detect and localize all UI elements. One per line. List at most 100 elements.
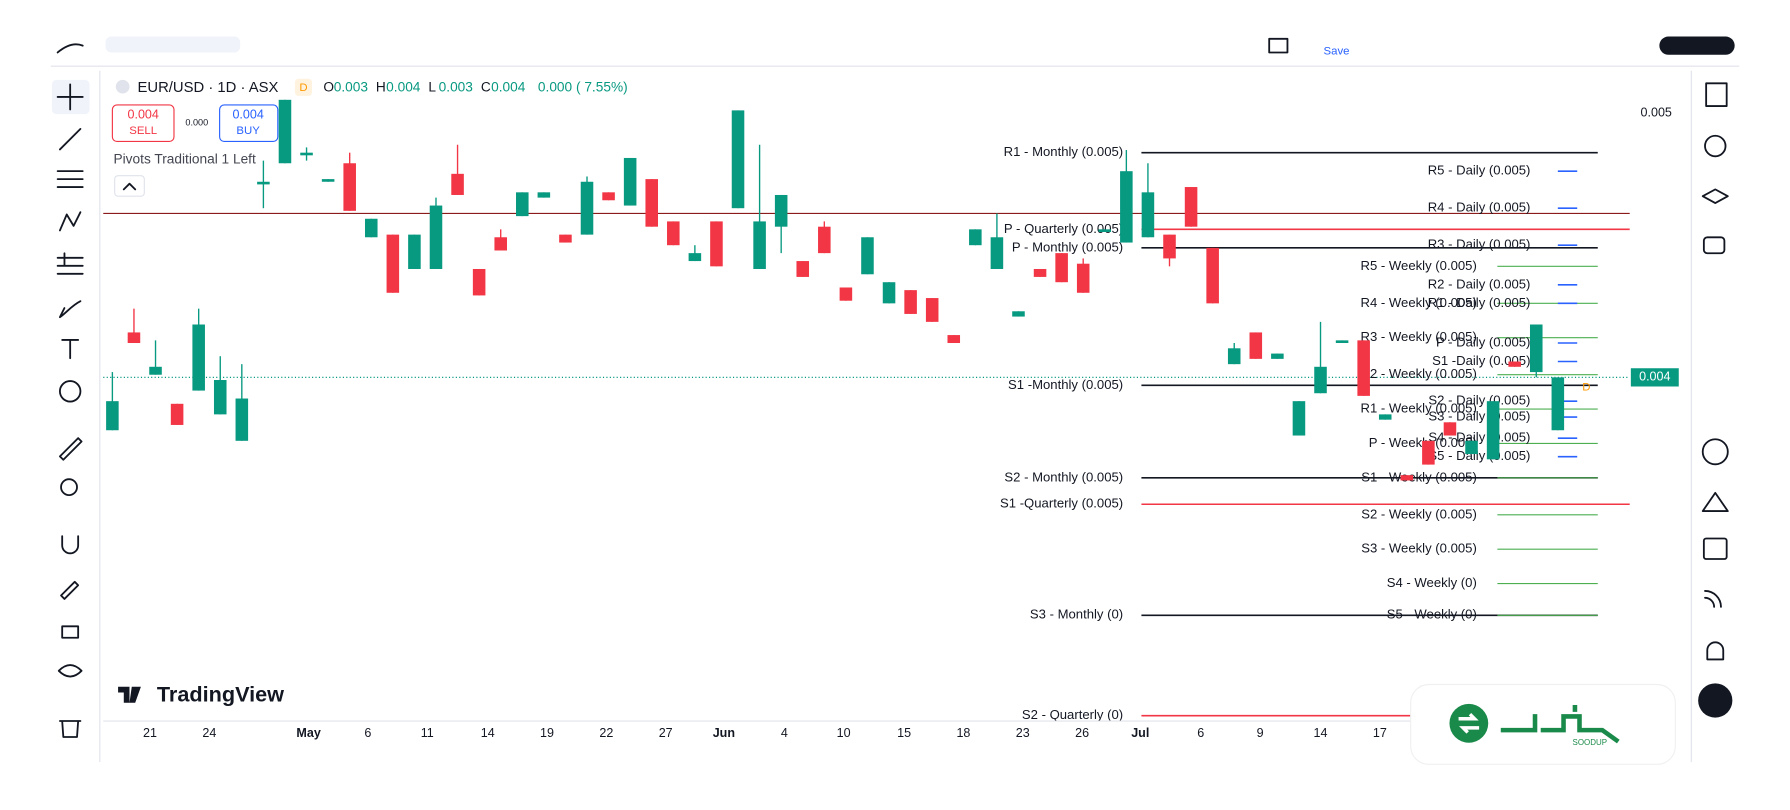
chat-icon[interactable] xyxy=(1702,236,1726,255)
plot-area: 0.005 0.004 R1 - Monthly (0.005) P - Quarte… xyxy=(103,99,1679,740)
candle-body xyxy=(1551,377,1565,431)
hotlist-icon[interactable] xyxy=(1701,438,1729,466)
layers-icon[interactable] xyxy=(1701,188,1729,204)
notifications-icon[interactable] xyxy=(1706,641,1725,661)
buy-label[interactable]: BUY xyxy=(236,125,260,137)
hide-tool[interactable] xyxy=(57,664,83,678)
candle-body xyxy=(192,324,205,391)
pivot-label: P - Quarterly (0.005) xyxy=(1004,221,1123,236)
candle-body xyxy=(882,282,896,304)
brush-tool[interactable] xyxy=(58,300,82,319)
avatar[interactable] xyxy=(56,43,84,54)
candle-body xyxy=(300,152,313,156)
ohlc-key: L xyxy=(428,79,436,94)
pivot-label: S2 - Daily (0.005) xyxy=(1428,393,1530,408)
x-tick-label: 4 xyxy=(781,726,788,740)
layout-icon[interactable] xyxy=(1268,37,1289,54)
x-tick-label: 6 xyxy=(364,726,371,740)
zoom-tool[interactable] xyxy=(60,478,78,497)
watchlist-icon[interactable] xyxy=(1705,82,1728,108)
buy-button[interactable] xyxy=(219,104,279,143)
last-price-label: 0.004 xyxy=(1639,370,1670,384)
pivot-label: R3 - Weekly (0.005) xyxy=(1361,329,1477,344)
candle-body xyxy=(688,253,702,262)
candle-body xyxy=(1249,332,1263,359)
ruler-tool[interactable] xyxy=(58,437,83,461)
text-tool[interactable] xyxy=(61,339,80,360)
symbol-search[interactable] xyxy=(105,36,241,53)
candle-body xyxy=(839,287,853,301)
sell-label[interactable]: SELL xyxy=(129,125,157,137)
candle-body xyxy=(1076,263,1090,293)
magnet-tool[interactable] xyxy=(61,535,80,555)
sell-button[interactable] xyxy=(111,104,175,143)
x-tick-label: 14 xyxy=(1314,726,1328,740)
x-tick-label: 21 xyxy=(143,726,157,740)
collapse-button[interactable] xyxy=(114,175,145,197)
calendar-icon[interactable] xyxy=(1702,537,1728,560)
pattern-tool[interactable] xyxy=(58,211,82,232)
pivot-label: R1 - Weekly (0.005) xyxy=(1361,401,1477,416)
candle-body xyxy=(1271,353,1284,359)
pivot-label: R3 - Daily (0.005) xyxy=(1428,237,1531,252)
ohlc-values: O 0.003 H 0.004 L 0.003 C 0.004 0.000 ( 7.55%) xyxy=(323,79,627,94)
save-button[interactable]: Save xyxy=(1324,45,1350,57)
candle-body xyxy=(386,234,400,293)
candle-body xyxy=(1206,247,1219,304)
ideas-icon[interactable] xyxy=(1701,491,1729,513)
candle-body xyxy=(127,332,141,344)
candle-body xyxy=(235,398,249,441)
pivot-label: S3 - Monthly (0) xyxy=(1030,607,1123,622)
candle-body xyxy=(1120,171,1133,243)
candle-body xyxy=(774,194,788,227)
candle-body xyxy=(364,218,378,238)
ohlc-key: H xyxy=(376,79,386,94)
x-tick-label: 24 xyxy=(202,726,216,740)
apps-icon[interactable] xyxy=(1698,683,1733,718)
candle-body xyxy=(1378,414,1392,420)
publish-button[interactable] xyxy=(1659,36,1735,55)
candle-body xyxy=(321,179,335,182)
pivot-label: S2 - Monthly (0.005) xyxy=(1004,469,1123,484)
fib-tool[interactable] xyxy=(56,170,84,189)
candle-body xyxy=(472,268,486,296)
pivot-label: R4 - Weekly (0.005) xyxy=(1361,295,1477,310)
buy-price[interactable]: 0.004 xyxy=(232,108,263,122)
last-badge: D xyxy=(1582,382,1590,394)
ohlc-value: 0.004 xyxy=(491,79,526,94)
candle-body xyxy=(559,234,572,243)
x-tick-label: 17 xyxy=(1373,726,1387,740)
candle-body xyxy=(429,205,443,269)
watermark-arrows xyxy=(1458,712,1480,734)
lock-drawing-tool[interactable] xyxy=(60,580,80,600)
pivot-label: S1 -Quarterly (0.005) xyxy=(1000,496,1123,511)
x-tick-label: 10 xyxy=(837,726,851,740)
stream-icon[interactable] xyxy=(1704,590,1722,608)
x-tick-label: 22 xyxy=(599,726,613,740)
lock-tool[interactable] xyxy=(61,625,80,639)
pivot-label: R5 - Weekly (0.005) xyxy=(1361,258,1477,273)
sell-price[interactable]: 0.004 xyxy=(128,108,159,122)
pivot-label: R1 - Daily (0.005) xyxy=(1428,295,1531,310)
trendline-tool[interactable] xyxy=(58,128,82,151)
forecast-tool[interactable] xyxy=(56,252,84,275)
x-tick-label: 23 xyxy=(1016,726,1030,740)
candle-body xyxy=(1012,311,1025,317)
pivot-label: S2 - Quarterly (0) xyxy=(1022,707,1123,722)
candle-body xyxy=(1335,340,1349,344)
x-tick-label: 18 xyxy=(956,726,970,740)
candle-body xyxy=(1443,422,1457,436)
pivot-label: S1 -Monthly (0.005) xyxy=(1008,377,1123,392)
candle-body xyxy=(149,366,162,375)
y-tick-label: 0.005 xyxy=(1641,105,1672,119)
candle-body xyxy=(343,163,356,211)
watermark: SOODUP xyxy=(1410,683,1676,765)
delete-tool[interactable] xyxy=(58,720,82,738)
pivot-label: S2 - Weekly (0.005) xyxy=(1361,506,1477,521)
crosshair-tool[interactable] xyxy=(56,83,84,111)
x-tick-label: 14 xyxy=(481,726,495,740)
alerts-icon[interactable] xyxy=(1704,134,1727,158)
collapse-icon[interactable] xyxy=(122,182,137,191)
emoji-tool[interactable] xyxy=(58,380,82,403)
